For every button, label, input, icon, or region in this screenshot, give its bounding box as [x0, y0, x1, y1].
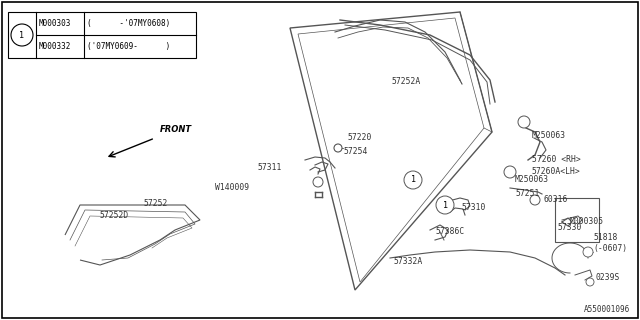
Text: 0239S: 0239S [596, 274, 620, 283]
Text: (-0607): (-0607) [593, 244, 627, 252]
Text: 57220: 57220 [348, 133, 372, 142]
Bar [555, 198, 599, 242]
Text: W140009: W140009 [215, 183, 249, 193]
Text: 57330: 57330 [558, 223, 582, 233]
Text: A550001096: A550001096 [584, 305, 630, 314]
Text: 57311: 57311 [258, 163, 282, 172]
Text: M000332: M000332 [39, 42, 72, 51]
Circle shape [586, 278, 594, 286]
Circle shape [504, 166, 516, 178]
Text: 57260A<LH>: 57260A<LH> [532, 166, 580, 175]
Text: 1: 1 [410, 175, 415, 185]
Text: 57260 <RH>: 57260 <RH> [532, 155, 580, 164]
Text: M000303: M000303 [39, 19, 72, 28]
Text: 57254: 57254 [344, 147, 369, 156]
Text: 57251: 57251 [515, 189, 540, 198]
Bar [8, 12, 196, 58]
Circle shape [583, 247, 593, 257]
Text: 51818: 51818 [593, 234, 618, 243]
Circle shape [11, 24, 33, 46]
Circle shape [404, 171, 422, 189]
Text: 60316: 60316 [543, 196, 568, 204]
Text: M250063: M250063 [532, 132, 566, 140]
Text: 57252A: 57252A [392, 77, 421, 86]
Text: 57252D: 57252D [99, 212, 128, 220]
Circle shape [530, 195, 540, 205]
Circle shape [334, 144, 342, 152]
Text: 57386C: 57386C [435, 228, 464, 236]
Circle shape [313, 177, 323, 187]
Text: 1: 1 [442, 201, 447, 210]
Text: 1: 1 [19, 30, 24, 39]
Text: M000305: M000305 [570, 217, 604, 226]
Text: 57332A: 57332A [393, 258, 422, 267]
Circle shape [436, 196, 454, 214]
Text: (      -'07MY0608): ( -'07MY0608) [87, 19, 170, 28]
Text: FRONT: FRONT [160, 125, 192, 134]
Text: 57252: 57252 [143, 198, 168, 207]
Text: ('07MY0609-      ): ('07MY0609- ) [87, 42, 170, 51]
Text: M250063: M250063 [515, 175, 549, 185]
Circle shape [518, 116, 530, 128]
Text: 57310: 57310 [462, 204, 486, 212]
